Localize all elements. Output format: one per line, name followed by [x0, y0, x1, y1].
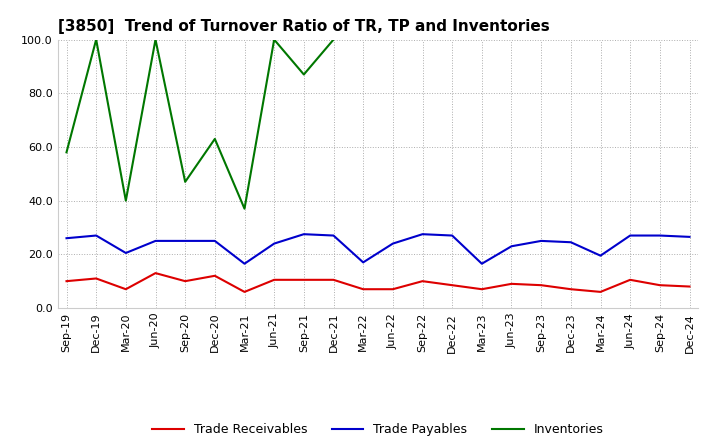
Trade Payables: [655, 233, 664, 238]
Inventories: [62, 150, 71, 155]
Trade Payables: [596, 253, 605, 258]
Trade Payables: [270, 241, 279, 246]
Trade Receivables: [507, 281, 516, 286]
Trade Payables: [240, 261, 249, 266]
Inventories: [329, 37, 338, 42]
Trade Receivables: [62, 279, 71, 284]
Trade Payables: [418, 231, 427, 237]
Text: [3850]  Trend of Turnover Ratio of TR, TP and Inventories: [3850] Trend of Turnover Ratio of TR, TP…: [58, 19, 549, 34]
Trade Payables: [389, 241, 397, 246]
Trade Payables: [567, 240, 575, 245]
Inventories: [240, 206, 249, 211]
Trade Receivables: [359, 286, 367, 292]
Inventories: [181, 179, 189, 184]
Trade Receivables: [270, 277, 279, 282]
Trade Receivables: [181, 279, 189, 284]
Trade Receivables: [122, 286, 130, 292]
Trade Receivables: [477, 286, 486, 292]
Trade Receivables: [567, 286, 575, 292]
Inventories: [122, 198, 130, 203]
Trade Payables: [181, 238, 189, 244]
Inventories: [92, 37, 101, 42]
Trade Payables: [359, 260, 367, 265]
Line: Inventories: Inventories: [66, 40, 333, 209]
Trade Payables: [122, 250, 130, 256]
Trade Payables: [626, 233, 634, 238]
Trade Receivables: [596, 289, 605, 294]
Legend: Trade Receivables, Trade Payables, Inventories: Trade Receivables, Trade Payables, Inven…: [148, 418, 608, 440]
Trade Payables: [329, 233, 338, 238]
Trade Receivables: [418, 279, 427, 284]
Trade Payables: [507, 244, 516, 249]
Trade Payables: [448, 233, 456, 238]
Trade Payables: [151, 238, 160, 244]
Trade Receivables: [210, 273, 219, 279]
Inventories: [210, 136, 219, 142]
Trade Receivables: [389, 286, 397, 292]
Inventories: [300, 72, 308, 77]
Inventories: [270, 37, 279, 42]
Trade Payables: [92, 233, 101, 238]
Trade Payables: [300, 231, 308, 237]
Trade Receivables: [329, 277, 338, 282]
Trade Payables: [210, 238, 219, 244]
Inventories: [151, 37, 160, 42]
Trade Payables: [62, 235, 71, 241]
Line: Trade Receivables: Trade Receivables: [66, 273, 690, 292]
Trade Receivables: [448, 282, 456, 288]
Trade Receivables: [537, 282, 546, 288]
Trade Receivables: [151, 271, 160, 276]
Trade Receivables: [626, 277, 634, 282]
Trade Receivables: [655, 282, 664, 288]
Trade Payables: [685, 234, 694, 239]
Trade Receivables: [240, 289, 249, 294]
Trade Payables: [537, 238, 546, 244]
Line: Trade Payables: Trade Payables: [66, 234, 690, 264]
Trade Receivables: [685, 284, 694, 289]
Trade Receivables: [92, 276, 101, 281]
Trade Payables: [477, 261, 486, 266]
Trade Receivables: [300, 277, 308, 282]
